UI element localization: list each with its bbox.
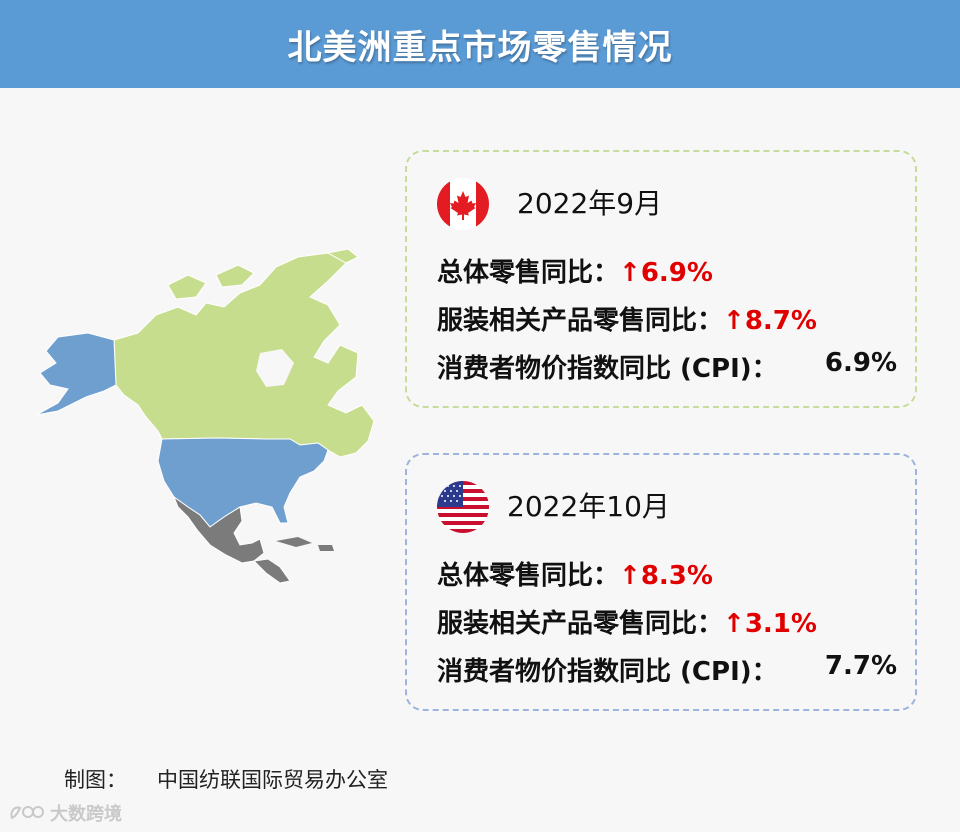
apparel-retail-label: 服装相关产品零售同比： <box>437 306 724 336</box>
usa-flag-icon <box>437 481 489 533</box>
cpi-value: 6.9% <box>824 348 897 378</box>
up-arrow-icon: ↑ <box>723 609 745 639</box>
header-banner: 北美洲重点市场零售情况 <box>0 0 960 88</box>
north-america-map <box>35 248 375 584</box>
apparel-retail-value: 3.1% <box>744 609 817 639</box>
canada-date: 2022年9月 <box>517 187 663 220</box>
canada-cpi-row: 消费者物价指数同比 (CPI)： 6.9% <box>437 348 897 385</box>
usa-cpi-row: 消费者物价指数同比 (CPI)： 7.7% <box>437 651 897 688</box>
footer-source: 中国纺联国际贸易办公室 <box>157 768 388 792</box>
up-arrow-icon: ↑ <box>619 561 641 591</box>
watermark-logo-icon <box>10 806 44 820</box>
watermark-text: 大数跨境 <box>50 804 122 825</box>
mexico-region <box>172 495 265 564</box>
cpi-label: 消费者物价指数同比 (CPI)： <box>437 657 778 687</box>
up-arrow-icon: ↑ <box>723 306 745 336</box>
footer-credit: 制图： 中国纺联国际贸易办公室 <box>64 764 388 794</box>
up-arrow-icon: ↑ <box>619 258 641 288</box>
total-retail-label: 总体零售同比： <box>437 561 620 591</box>
usa-total-retail-row: 总体零售同比：↑8.3% <box>437 555 897 592</box>
canada-apparel-retail-row: 服装相关产品零售同比：↑8.7% <box>437 300 897 337</box>
usa-apparel-retail-row: 服装相关产品零售同比：↑3.1% <box>437 603 897 640</box>
alaska-region <box>35 332 117 416</box>
total-retail-label: 总体零售同比： <box>437 258 620 288</box>
apparel-retail-value: 8.7% <box>744 306 817 336</box>
page-title: 北美洲重点市场零售情况 <box>287 27 673 68</box>
apparel-retail-label: 服装相关产品零售同比： <box>437 609 724 639</box>
usa-date: 2022年10月 <box>507 490 670 523</box>
canada-card: 2022年9月 总体零售同比：↑6.9% 服装相关产品零售同比：↑8.7% 消费… <box>405 150 917 408</box>
total-retail-value: 6.9% <box>640 258 713 288</box>
usa-region <box>157 437 329 528</box>
watermark: 大数跨境 <box>8 800 122 826</box>
canada-flag-icon <box>437 178 489 230</box>
canada-total-retail-row: 总体零售同比：↑6.9% <box>437 252 897 289</box>
total-retail-value: 8.3% <box>640 561 713 591</box>
cpi-label: 消费者物价指数同比 (CPI)： <box>437 354 778 384</box>
cpi-value: 7.7% <box>824 651 897 681</box>
usa-card: 2022年10月 总体零售同比：↑8.3% 服装相关产品零售同比：↑3.1% 消… <box>405 453 917 711</box>
footer-label: 制图： <box>64 768 127 792</box>
